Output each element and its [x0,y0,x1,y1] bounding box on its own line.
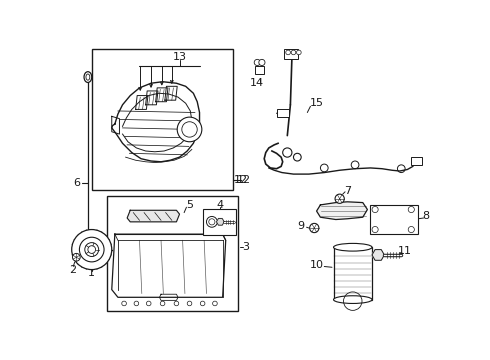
Circle shape [88,246,96,253]
Circle shape [259,59,265,66]
Text: 12: 12 [234,175,248,185]
Text: 11: 11 [398,246,412,256]
Circle shape [177,117,202,142]
Text: 15: 15 [310,98,323,108]
Circle shape [372,226,378,233]
Polygon shape [127,210,179,222]
Polygon shape [372,249,384,260]
Circle shape [72,230,112,270]
Text: 14: 14 [249,78,264,88]
Ellipse shape [84,72,92,82]
Bar [107,195,238,311]
Circle shape [182,122,197,137]
Bar [276,109,289,117]
Text: 10: 10 [310,260,323,270]
Text: 8: 8 [422,211,429,221]
Bar [370,205,418,234]
Text: 12: 12 [236,175,250,185]
Bar [284,49,298,59]
Circle shape [310,223,319,233]
Circle shape [73,253,80,261]
Circle shape [147,301,151,306]
Text: 3: 3 [242,242,249,252]
Circle shape [254,59,260,66]
Text: 4: 4 [216,200,223,210]
Circle shape [408,226,415,233]
Circle shape [206,216,217,227]
Text: 1: 1 [88,267,95,278]
Circle shape [187,301,192,306]
Text: 9: 9 [297,221,305,231]
Circle shape [122,301,126,306]
Circle shape [335,194,344,203]
Ellipse shape [86,74,90,80]
Circle shape [85,243,98,256]
Circle shape [200,301,205,306]
Circle shape [174,301,179,306]
Text: 5: 5 [186,200,193,210]
Circle shape [134,301,139,306]
Bar [255,66,264,74]
Text: 2: 2 [69,265,76,275]
Text: 13: 13 [173,52,187,62]
Text: 7: 7 [344,186,351,196]
Circle shape [408,206,415,213]
Circle shape [160,301,165,306]
Circle shape [372,206,378,213]
Circle shape [286,50,291,55]
Bar [92,49,233,190]
Circle shape [296,50,301,55]
Polygon shape [217,219,224,225]
Ellipse shape [334,296,372,303]
Polygon shape [317,202,368,220]
Circle shape [209,219,215,225]
Bar [203,209,236,235]
Bar [411,157,422,165]
Circle shape [79,237,104,262]
Ellipse shape [334,243,372,251]
Circle shape [213,301,217,306]
Circle shape [291,50,296,55]
Text: 6: 6 [73,178,80,188]
Bar [334,247,372,300]
